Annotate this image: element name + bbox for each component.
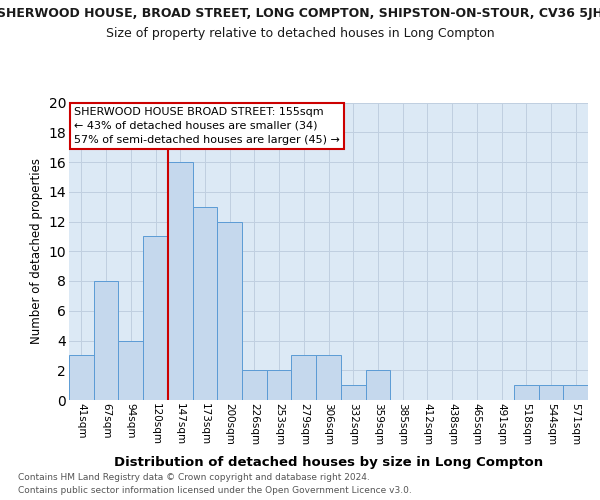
Bar (143, 236, 168, 400)
Bar (563, 385, 588, 400)
Y-axis label: Number of detached properties: Number of detached properties (30, 158, 43, 344)
Bar (118, 340, 143, 400)
Bar (267, 370, 292, 400)
Text: Size of property relative to detached houses in Long Compton: Size of property relative to detached ho… (106, 28, 494, 40)
Text: Contains public sector information licensed under the Open Government Licence v3: Contains public sector information licen… (18, 486, 412, 495)
Bar (341, 385, 365, 400)
Bar (94, 281, 118, 400)
Bar (514, 385, 539, 400)
Bar (69, 356, 94, 400)
Text: Contains HM Land Registry data © Crown copyright and database right 2024.: Contains HM Land Registry data © Crown c… (18, 472, 370, 482)
Bar (539, 385, 563, 400)
Bar (168, 162, 193, 400)
Bar (365, 370, 390, 400)
Bar (217, 222, 242, 400)
Bar (292, 356, 316, 400)
X-axis label: Distribution of detached houses by size in Long Compton: Distribution of detached houses by size … (114, 456, 543, 469)
Bar (193, 206, 217, 400)
Bar (242, 370, 267, 400)
Text: SHERWOOD HOUSE BROAD STREET: 155sqm
← 43% of detached houses are smaller (34)
57: SHERWOOD HOUSE BROAD STREET: 155sqm ← 43… (74, 107, 340, 145)
Bar (316, 356, 341, 400)
Text: SHERWOOD HOUSE, BROAD STREET, LONG COMPTON, SHIPSTON-ON-STOUR, CV36 5JH: SHERWOOD HOUSE, BROAD STREET, LONG COMPT… (0, 8, 600, 20)
